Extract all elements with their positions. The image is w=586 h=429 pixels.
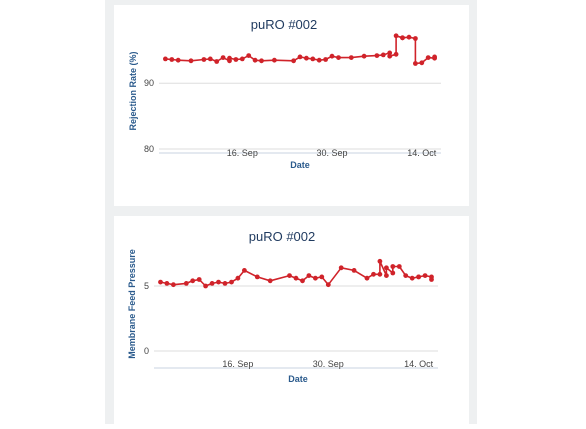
data-point[interactable] [291,58,296,64]
data-point[interactable] [201,57,207,62]
data-point[interactable] [207,56,213,62]
data-point[interactable] [329,53,335,59]
data-point[interactable] [272,57,277,63]
data-point[interactable] [252,57,258,63]
x-tick-label: 30. Sep [313,359,344,369]
data-point[interactable] [164,281,170,286]
data-point[interactable] [297,54,303,60]
data-point[interactable] [190,278,196,284]
data-point[interactable] [293,275,299,281]
data-point[interactable] [364,275,370,281]
data-point[interactable] [163,56,168,62]
x-axis-title: Date [288,374,308,384]
data-point[interactable] [175,57,181,63]
data-point[interactable] [419,60,425,66]
data-point[interactable] [196,277,202,282]
data-point[interactable] [374,53,380,58]
data-point[interactable] [235,275,241,281]
rejection-rate-chart: puRO #002 Rejection Rate (%) Date 80 90 16… [128,17,441,170]
data-point[interactable] [171,282,176,288]
x-axis-title: Date [290,160,310,170]
data-point[interactable] [384,265,389,271]
rejection-rate-chart-card: puRO #002 Rejection Rate (%) Date 80 90 16… [114,5,469,206]
data-point[interactable] [259,58,264,64]
x-tick-label: 16. Sep [227,148,258,158]
data-point[interactable] [361,53,367,59]
data-point[interactable] [336,55,341,60]
data-point[interactable] [406,34,412,40]
data-point[interactable] [377,258,383,264]
data-point[interactable] [387,53,393,59]
x-tick-label: 16. Sep [222,359,253,369]
data-point[interactable] [393,33,399,39]
data-point[interactable] [403,273,409,278]
data-point[interactable] [183,281,189,286]
data-point[interactable] [351,268,357,273]
data-point[interactable] [429,277,434,282]
chart-title: puRO #002 [251,17,318,32]
series-line [165,34,436,65]
data-point[interactable] [384,273,389,278]
x-tick-label: 30. Sep [317,148,348,158]
data-point[interactable] [246,53,252,58]
data-point[interactable] [169,57,175,62]
data-point[interactable] [287,273,292,278]
y-tick-label: 90 [144,78,154,88]
y-tick-label: 0 [144,346,149,356]
x-tick-label: 14. Oct [407,148,437,158]
data-point[interactable] [267,278,273,284]
membrane-feed-pressure-chart-card: puRO #002 Membrane Feed Pressure Date 0 5… [114,216,469,424]
data-point[interactable] [323,57,328,62]
chart-title: puRO #002 [249,229,316,244]
data-point[interactable] [220,55,226,60]
data-point[interactable] [393,51,399,57]
data-point[interactable] [229,279,234,285]
data-point[interactable] [254,274,260,280]
data-point[interactable] [400,35,405,41]
data-point[interactable] [158,279,163,285]
data-point[interactable] [216,279,221,285]
data-point[interactable] [387,50,393,56]
data-point[interactable] [396,264,402,269]
data-point[interactable] [413,36,418,41]
data-point[interactable] [390,264,396,269]
y-tick-label: 5 [144,281,149,291]
data-point[interactable] [348,55,354,60]
y-axis-title: Membrane Feed Pressure [127,249,137,359]
data-point[interactable] [425,55,431,60]
data-point[interactable] [416,274,421,280]
data-point[interactable] [313,275,318,281]
data-point[interactable] [338,265,344,271]
data-point[interactable] [413,61,418,66]
data-point[interactable] [239,56,245,62]
data-point[interactable] [222,281,228,286]
data-point[interactable] [203,283,208,289]
data-point[interactable] [233,57,239,62]
data-point[interactable] [214,59,220,64]
data-point[interactable] [409,275,415,281]
data-point[interactable] [188,58,194,64]
data-point[interactable] [432,54,437,60]
data-point[interactable] [242,268,247,273]
y-tick-label: 80 [144,144,154,154]
membrane-feed-pressure-chart: puRO #002 Membrane Feed Pressure Date 0 5… [127,229,438,384]
data-point[interactable] [325,282,331,288]
data-point[interactable] [300,278,305,284]
data-point[interactable] [306,273,312,278]
data-point[interactable] [316,57,322,63]
data-point[interactable] [319,274,325,280]
data-point[interactable] [390,270,396,276]
data-point[interactable] [304,55,309,61]
data-point[interactable] [380,52,386,58]
data-point[interactable] [209,281,215,286]
x-tick-label: 14. Oct [404,359,434,369]
data-point[interactable] [371,271,376,277]
data-point[interactable] [310,56,316,62]
data-point[interactable] [377,271,383,277]
y-axis-title: Rejection Rate (%) [128,51,138,130]
data-point[interactable] [422,273,428,278]
data-point[interactable] [227,55,232,61]
